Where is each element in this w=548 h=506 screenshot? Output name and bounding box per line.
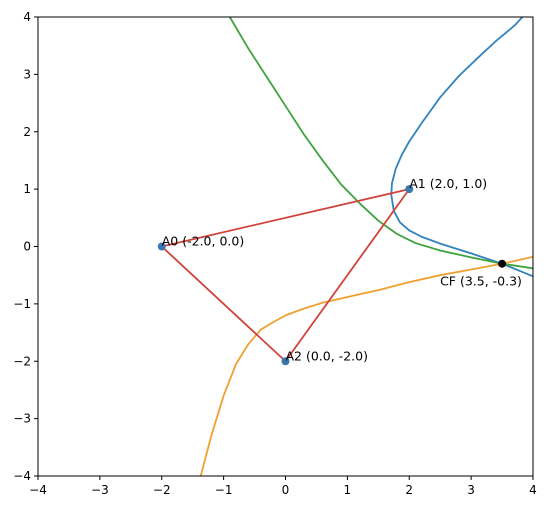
cf-point-marker	[498, 259, 507, 268]
y-tick-label-5: 1	[23, 182, 31, 196]
series-line-3	[161, 188, 411, 363]
plot-frame	[37, 16, 534, 477]
point-marker-1	[405, 185, 414, 194]
y-tick-label-0: −4	[13, 469, 31, 483]
x-tick-label-4: 0	[282, 483, 290, 497]
curves-layer	[161, 17, 533, 476]
y-tick-label-4: 0	[23, 240, 31, 254]
series-line-0	[390, 17, 533, 278]
series-line-1	[229, 17, 533, 270]
x-tick-label-2: −2	[153, 483, 171, 497]
y-axis: −4 −3 −2 −1 0 1 2 3 4	[13, 10, 38, 483]
point-marker-2	[281, 357, 290, 366]
x-tick-label-8: 4	[529, 483, 537, 497]
points-layer	[157, 185, 507, 366]
point-label-0: A0 (-2.0, 0.0)	[162, 234, 244, 249]
point-label-1: A1 (2.0, 1.0)	[409, 176, 487, 191]
series-line-2	[199, 255, 533, 476]
x-tick-label-1: −3	[91, 483, 109, 497]
y-tick-label-3: −1	[13, 297, 31, 311]
y-tick-label-6: 2	[23, 125, 31, 139]
annotations-layer: A0 (-2.0, 0.0) A1 (2.0, 1.0) A2 (0.0, -2.0…	[162, 176, 522, 363]
point-label-2: A2 (0.0, -2.0)	[286, 348, 368, 363]
x-tick-label-7: 3	[467, 483, 475, 497]
x-tick-label-6: 2	[405, 483, 413, 497]
cf-point-label: CF (3.5, -0.3)	[440, 274, 522, 289]
y-tick-label-7: 3	[23, 67, 31, 81]
x-tick-label-5: 1	[344, 483, 352, 497]
x-tick-label-3: −1	[215, 483, 233, 497]
y-tick-label-8: 4	[23, 10, 31, 24]
x-tick-label-0: −4	[29, 483, 47, 497]
y-tick-label-2: −2	[13, 354, 31, 368]
y-tick-label-1: −3	[13, 412, 31, 426]
point-marker-0	[157, 242, 166, 251]
x-axis: −4 −3 −2 −1 0 1 2 3 4	[29, 476, 537, 497]
